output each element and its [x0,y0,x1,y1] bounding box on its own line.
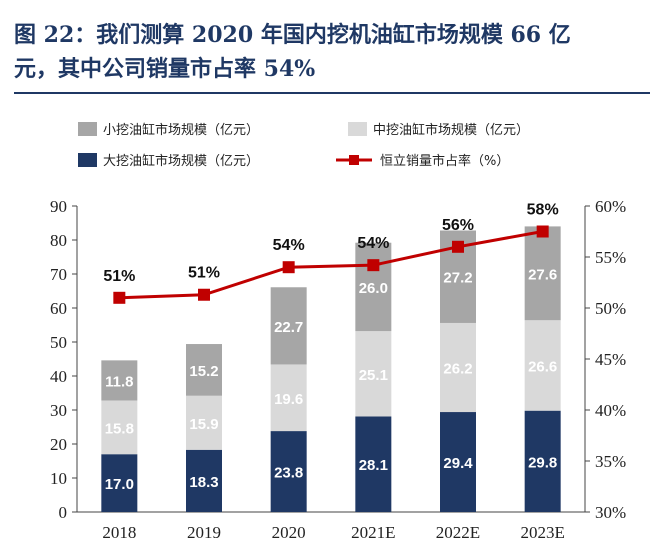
right-tick-label: 30% [595,503,626,522]
bar-segment [355,416,392,512]
title-block: 图 22：我们测算 2020 年国内挖机油缸市场规模 66 亿 元，其中公司销量… [14,18,654,86]
x-tick-label: 2022E [436,523,480,542]
bar-segment [355,242,392,332]
share-point-marker [452,240,464,253]
share-point-marker [282,261,295,274]
legend-swatch-0 [78,122,97,136]
share-point-label: 54% [273,237,305,254]
bar-segment [186,449,222,512]
title-divider [14,92,650,94]
legend-swatch-1 [348,122,367,136]
legend-label-1: 中挖油缸市场规模（亿元） [373,122,529,138]
bar-segment [270,364,307,432]
right-tick-label: 55% [595,248,626,267]
bar-segment [186,344,222,396]
share-point-marker [113,291,126,304]
left-tick-label: 20 [50,435,67,454]
bar-segment [186,395,222,450]
bar-segment [270,431,307,512]
bar-segment [524,320,561,411]
legend-swatch-2 [78,153,97,167]
left-tick-label: 0 [59,503,68,522]
bar-segment [440,412,476,512]
share-point-label: 51% [188,265,220,282]
share-point-marker [536,225,549,238]
bar-data-label: 23.8 [274,465,303,482]
chart-axes: 0 10 20 30 40 50 60 70 80 90 30% 35% 40% 45% 50% 55% 60%… [50,197,626,542]
bar-data-label: 26.0 [359,280,388,297]
share-point-label: 51% [103,268,135,285]
bar-data-label: 26.6 [528,358,557,375]
right-tick-label: 40% [595,401,626,420]
legend-label-2: 大挖油缸市场规模（亿元） [103,153,259,169]
legend-line-marker [349,155,359,165]
bar-data-label: 28.1 [359,457,388,474]
right-tick-label: 45% [595,350,626,369]
bar-segment [440,322,476,413]
share-point-label: 56% [442,217,474,234]
right-tick-label: 60% [595,197,626,216]
right-tick-label: 50% [595,299,626,318]
left-tick-label: 60 [50,299,67,318]
x-tick-label: 2021E [351,523,395,542]
bar-series: 17.0 15.8 11.8 18.3 15.9 15.2 23.8 19.6 22.7 28.1… [101,226,561,512]
share-point-label: 58% [527,202,559,219]
bar-data-label: 17.0 [105,476,134,493]
x-tick-label: 2023E [520,523,564,542]
bar-segment [101,454,138,512]
bar-data-label: 26.2 [443,361,472,378]
left-tick-label: 50 [50,333,67,352]
bar-segment [524,410,561,512]
right-tick-label: 35% [595,452,626,471]
bar-data-label: 15.8 [105,420,134,437]
x-tick-label: 2018 [102,523,136,542]
bar-data-label: 22.7 [274,319,303,336]
bar-data-label: 15.9 [189,416,218,433]
left-tick-label: 10 [50,469,67,488]
bar-segment [355,331,392,417]
bar-segment [270,287,307,365]
share-point-marker [198,288,210,301]
bar-data-label: 18.3 [189,474,218,491]
bar-data-label: 11.8 [105,373,133,390]
chart-legend: 小挖油缸市场规模（亿元） 中挖油缸市场规模（亿元） 大挖油缸市场规模（亿元） 恒立销量… [78,122,529,169]
bar-data-label: 29.8 [528,454,557,471]
share-line-series: 51% 51% 54% 54% 56% 58% [103,202,559,304]
bar-data-label: 27.6 [528,266,557,283]
share-point-marker [367,259,380,272]
bar-data-label: 25.1 [359,367,388,384]
bar-segment [101,400,138,455]
left-tick-label: 80 [50,231,67,250]
chart-title-line-2: 元，其中公司销量市占率 54% [14,56,316,82]
x-tick-label: 2019 [187,523,221,542]
left-tick-label: 40 [50,367,67,386]
bar-data-label: 19.6 [274,391,303,408]
bar-data-label: 15.2 [189,363,218,380]
share-point-label: 54% [357,235,389,252]
bar-data-label: 27.2 [443,270,472,287]
bar-data-label: 29.4 [443,455,473,472]
bar-segment [101,360,138,401]
left-tick-label: 70 [50,265,67,284]
chart-title-line-1: 图 22：我们测算 2020 年国内挖机油缸市场规模 66 亿 [14,22,571,48]
legend-label-0: 小挖油缸市场规模（亿元） [103,122,259,138]
left-tick-label: 90 [50,197,67,216]
legend-label-3: 恒立销量市占率（%） [380,153,509,169]
left-tick-label: 30 [50,401,67,420]
x-tick-label: 2020 [272,523,306,542]
share-line [119,230,543,300]
bar-segment [524,226,561,321]
